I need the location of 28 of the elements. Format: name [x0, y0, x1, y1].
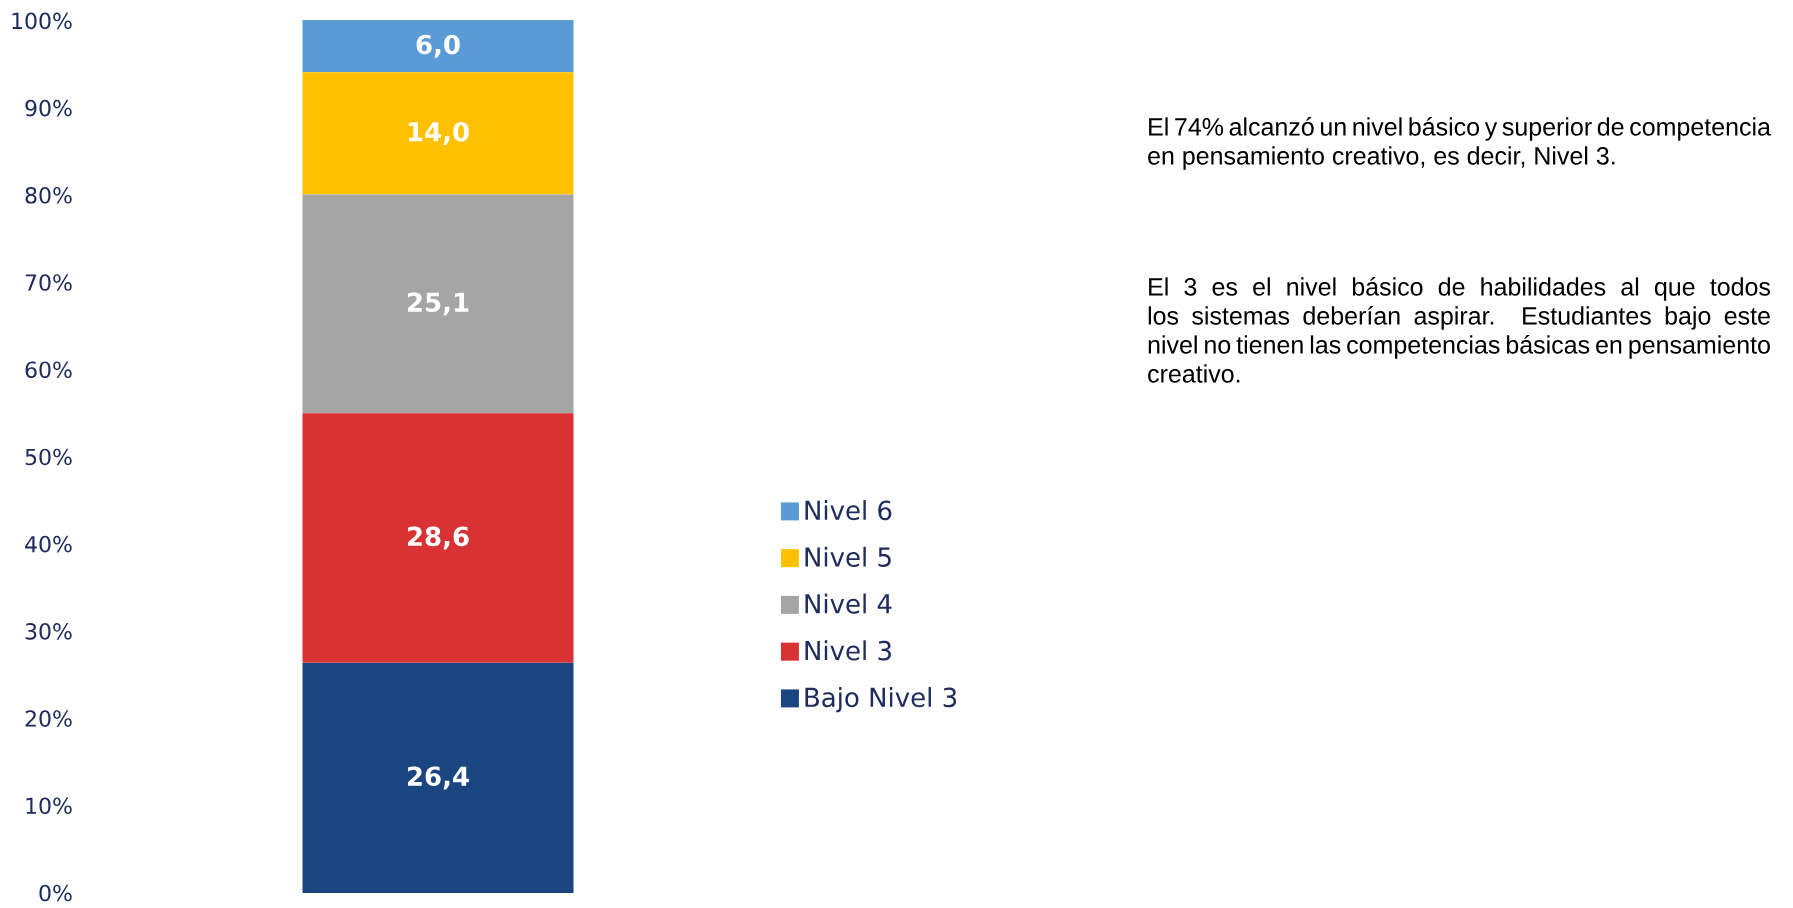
data-label: 6,0 [416, 34, 460, 58]
y-tick-label: 0% [39, 884, 72, 902]
text: El 74% alcanzó un nivel básico y superior de competencia en pensamiento creativo, es decir, Nivel 3. [1148, 117, 1771, 170]
bar [302, 194, 574, 414]
bar [302, 20, 574, 73]
bar [302, 72, 574, 195]
y-tick-label: 60% [25, 361, 72, 379]
y-tick-label: 90% [25, 99, 72, 117]
data-label: 25,1 [408, 292, 469, 316]
legend-label: Nivel 6 [805, 500, 892, 521]
data-label: 26,4 [408, 766, 469, 790]
text: El 3 es el nivel básico de habilidades al que todos los sistemas deberían aspirar. Estudiantes bajo este nivel no tienen las competencias básicas en pensamiento creativo. [1148, 277, 1771, 383]
legend-label: Nivel 5 [805, 546, 891, 567]
legend-label: Nivel 3 [805, 640, 891, 661]
bar [302, 662, 574, 893]
data-label: 14,0 [408, 121, 469, 145]
y-tick-label: 50% [25, 448, 72, 466]
y-tick-label: 80% [25, 186, 72, 204]
y-tick-label: 40% [25, 535, 72, 553]
y-tick-label: 10% [26, 797, 72, 815]
y-tick-label: 20% [25, 710, 72, 727]
data-label: 28,6 [408, 526, 469, 550]
y-tick-label: 30% [25, 623, 72, 640]
legend-label: Bajo Nivel 3 [805, 687, 957, 713]
y-tick-label: 70% [25, 274, 72, 291]
legend-label: Nivel 4 [805, 593, 892, 614]
y-tick-label: 100% [12, 12, 72, 30]
bar [302, 413, 574, 663]
